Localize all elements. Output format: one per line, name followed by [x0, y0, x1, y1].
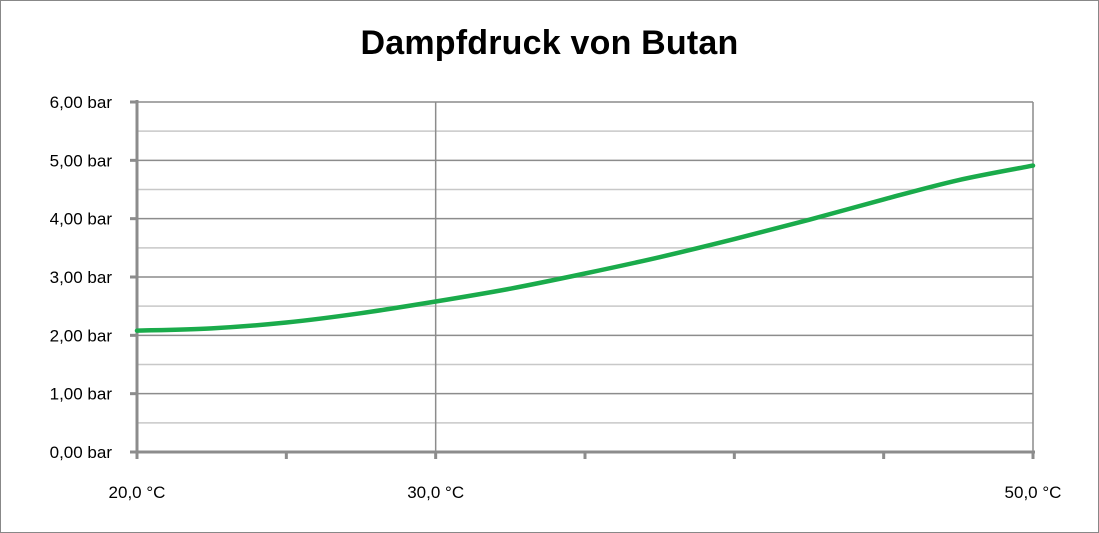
- y-tick-label: 1,00 bar: [50, 385, 113, 404]
- y-tick-label: 2,00 bar: [50, 326, 113, 345]
- x-tick-label: 20,0 °C: [109, 483, 166, 502]
- series-line: [134, 163, 1036, 333]
- y-tick-label: 6,00 bar: [50, 93, 113, 112]
- x-tick-label: 30,0 °C: [407, 483, 464, 502]
- y-tick-label: 0,00 bar: [50, 443, 113, 462]
- y-tick-label: 3,00 bar: [50, 268, 113, 287]
- y-tick-label: 5,00 bar: [50, 151, 113, 170]
- x-tick-label: 50,0 °C: [1005, 483, 1062, 502]
- chart-title: Dampfdruck von Butan: [360, 24, 739, 62]
- y-tick-label: 4,00 bar: [50, 210, 113, 229]
